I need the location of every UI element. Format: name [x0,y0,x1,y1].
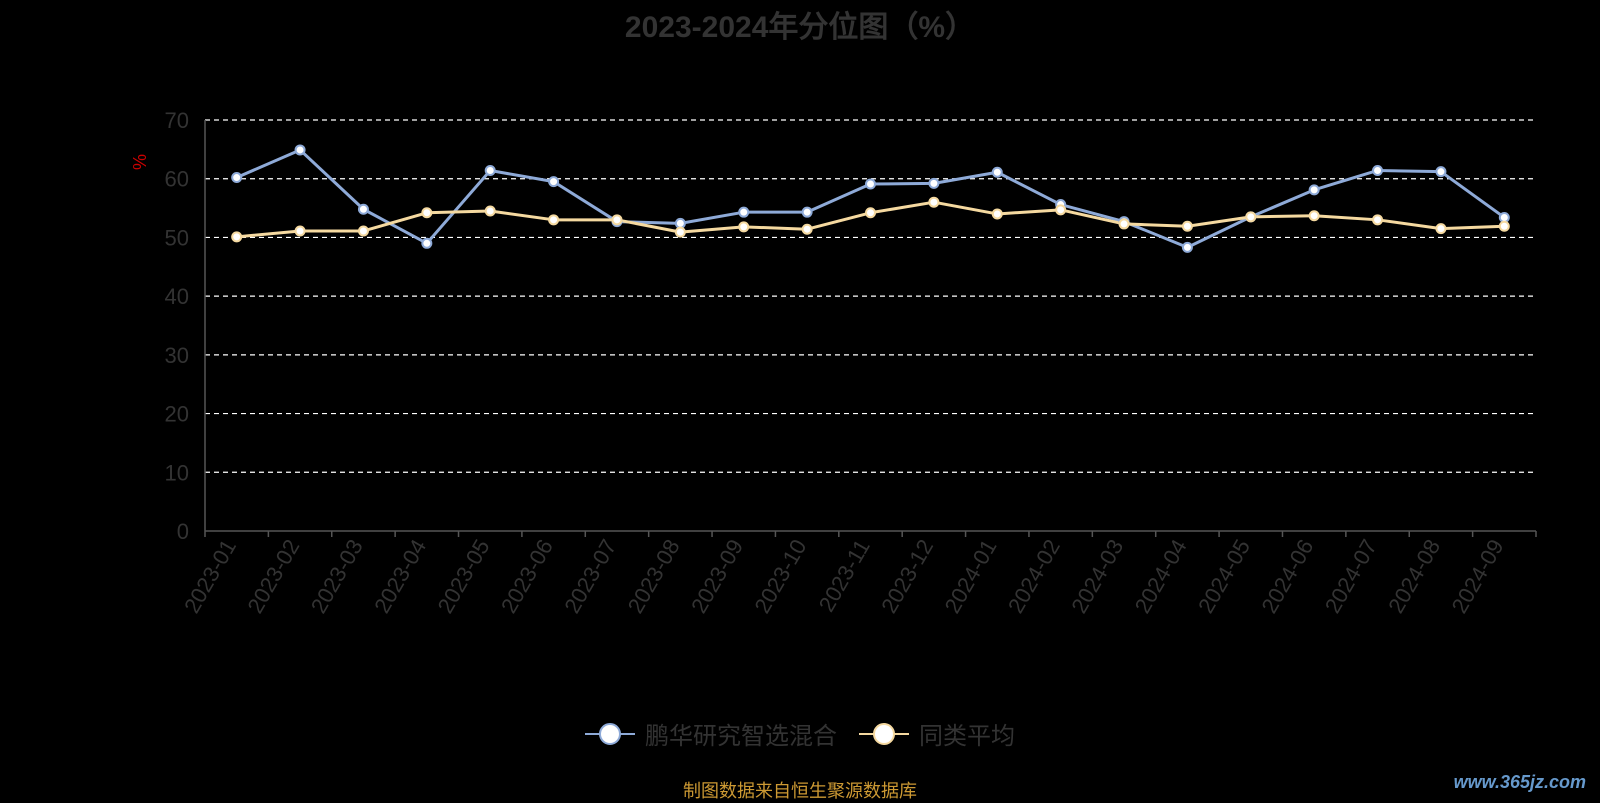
data-point-series-1[interactable] [1372,214,1384,226]
y-tick-label: 10 [165,460,189,485]
data-point-series-1[interactable] [801,223,813,235]
data-point-series-0[interactable] [674,217,686,229]
x-tick-label: 2023-03 [306,535,368,617]
legend-label-average: 同类平均 [919,723,1015,750]
x-tick-label: 2024-02 [1003,535,1065,617]
x-tick-label: 2024-05 [1193,535,1255,617]
x-tick-label: 2023-11 [814,535,875,616]
data-point-series-0[interactable] [294,144,306,156]
x-tick-label: 2023-09 [686,535,748,617]
data-point-series-0[interactable] [231,172,243,184]
data-point-series-1[interactable] [1055,204,1067,216]
grid-lines [205,119,1536,473]
data-point-series-1[interactable] [674,226,686,238]
data-point-series-0[interactable] [738,206,750,218]
data-point-series-1[interactable] [738,221,750,233]
y-tick-label: 70 [165,108,189,133]
data-point-series-1[interactable] [1181,220,1193,232]
x-tick-label: 2023-12 [876,535,938,617]
data-point-series-1[interactable] [294,225,306,237]
x-tick-label: 2024-07 [1320,535,1382,617]
x-tick-label: 2023-04 [369,535,431,617]
x-tick-label: 2023-01 [179,535,241,617]
data-point-series-0[interactable] [1498,211,1510,223]
x-tick-label: 2023-06 [496,535,558,617]
data-point-series-0[interactable] [801,206,813,218]
watermark: www.365jz.com [1453,772,1586,792]
data-point-series-0[interactable] [865,178,876,190]
data-point-series-1[interactable] [548,214,560,226]
x-tick-label: 2024-03 [1066,535,1128,617]
data-point-series-0[interactable] [421,237,433,249]
series-line-0 [236,148,1506,249]
data-point-series-1[interactable] [1308,210,1320,222]
x-tick-label: 2024-01 [940,535,1002,617]
data-point-series-1[interactable] [357,225,369,237]
x-tick-label: 2023-07 [559,535,621,617]
series-layer [231,144,1510,253]
x-tick-label: 2023-02 [242,535,304,617]
data-point-series-0[interactable] [1308,184,1320,196]
legend-marker-fund-icon [585,722,635,745]
x-tick-label: 2024-09 [1447,535,1509,617]
data-point-series-0[interactable] [357,203,369,215]
x-tick-label: 2024-08 [1383,535,1445,617]
data-point-series-1[interactable] [991,208,1003,220]
y-tick-label: 0 [177,519,189,544]
legend-item-fund[interactable]: 鹏华研究智选混合 [585,716,837,751]
legend: 鹏华研究智选混合 同类平均 [0,716,1600,751]
data-point-series-0[interactable] [548,176,560,188]
x-tick-label: 2023-10 [749,535,811,617]
data-point-series-0[interactable] [1181,241,1193,253]
data-point-series-1[interactable] [421,207,433,219]
data-point-series-1[interactable] [865,207,876,219]
data-point-series-0[interactable] [1372,164,1384,176]
y-tick-label: 40 [165,284,189,309]
data-point-series-1[interactable] [1498,220,1510,232]
data-point-series-1[interactable] [611,214,623,226]
legend-label-fund: 鹏华研究智选混合 [645,723,837,750]
y-axis-label: % [130,154,150,170]
x-tick-label: 2024-04 [1130,535,1192,617]
legend-item-average[interactable]: 同类平均 [859,716,1015,751]
x-tick-label: 2024-06 [1256,535,1318,617]
x-tick-label: 2023-05 [433,535,495,617]
source-note: 制图数据来自恒生聚源数据库 [683,781,917,801]
legend-marker-average-icon [859,722,909,745]
data-point-series-0[interactable] [928,177,940,189]
data-point-series-1[interactable] [1118,218,1130,230]
y-tick-label: 20 [165,402,189,427]
y-tick-label: 30 [165,343,189,368]
x-tick-label: 2023-08 [623,535,685,617]
chart-title: 2023-2024年分位图（%） [624,11,976,44]
data-point-series-1[interactable] [231,231,243,243]
data-point-series-1[interactable] [1435,223,1447,235]
data-point-series-1[interactable] [1245,211,1257,223]
data-point-series-0[interactable] [484,164,496,176]
y-tick-label: 50 [165,225,189,250]
data-point-series-1[interactable] [484,205,496,217]
data-point-series-0[interactable] [991,166,1003,178]
data-point-series-1[interactable] [928,196,940,208]
y-tick-label: 60 [165,167,189,192]
data-point-series-0[interactable] [1435,166,1447,178]
